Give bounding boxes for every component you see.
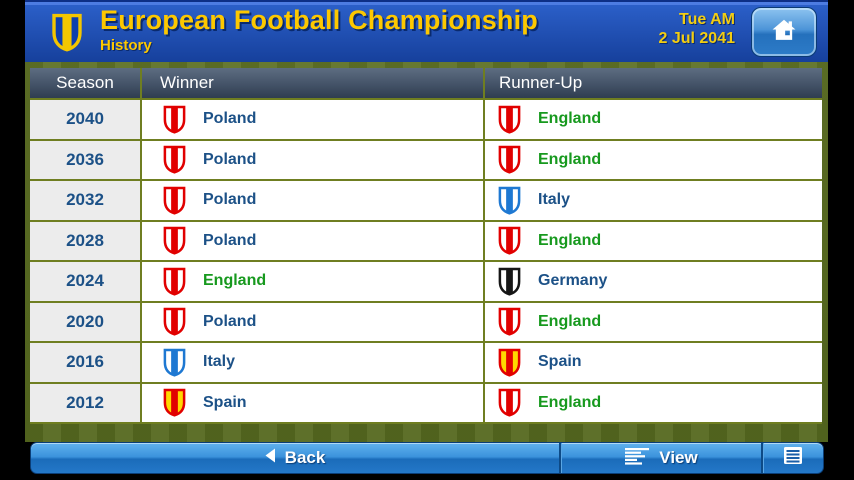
runner-up-name: Germany — [538, 272, 608, 290]
runner-up-flag-icon — [497, 348, 522, 377]
winner-cell: Spain — [140, 383, 483, 422]
runner-up-name: England — [538, 231, 602, 249]
table-header-row: Season Winner Runner-Up — [30, 68, 822, 100]
runner-up-cell: Italy — [483, 181, 822, 220]
page-title: European Football Championship — [100, 5, 538, 35]
winner-flag-icon — [162, 226, 187, 255]
header-bar: European Football Championship History T… — [25, 0, 828, 62]
table-row[interactable]: 2020 Poland England — [30, 302, 822, 343]
winner-name: Poland — [203, 312, 257, 330]
view-button[interactable]: View — [559, 443, 761, 473]
table-row[interactable]: 2028 Poland England — [30, 221, 822, 262]
winner-flag-icon — [162, 348, 187, 377]
winner-flag-icon — [162, 105, 187, 134]
column-header-winner: Winner — [140, 68, 483, 98]
bottom-letterbox — [25, 474, 828, 480]
column-header-season: Season — [56, 73, 114, 92]
page-subtitle: History — [100, 37, 152, 54]
winner-cell: Poland — [140, 140, 483, 179]
winner-name: Poland — [203, 231, 257, 249]
content-area: European Football Championship History T… — [25, 0, 828, 480]
winner-flag-icon — [162, 145, 187, 174]
winner-flag-icon — [162, 267, 187, 296]
table-row[interactable]: 2016 Italy Spain — [30, 343, 822, 384]
winner-name: England — [203, 272, 267, 290]
competition-shield-icon — [50, 13, 84, 52]
runner-up-cell: England — [483, 100, 822, 139]
runner-up-flag-icon — [497, 186, 522, 215]
runner-up-name: England — [538, 110, 602, 128]
view-menu-icon — [624, 446, 650, 471]
season-cell: 2036 — [30, 140, 140, 179]
runner-up-name: England — [538, 393, 602, 411]
runner-up-flag-icon — [497, 307, 522, 336]
runner-up-cell: England — [483, 140, 822, 179]
winner-flag-icon — [162, 307, 187, 336]
season-cell: 2020 — [30, 302, 140, 341]
runner-up-flag-icon — [497, 388, 522, 417]
title-block: European Football Championship History — [100, 5, 538, 54]
table-row[interactable]: 2036 Poland England — [30, 140, 822, 181]
season-cell: 2032 — [30, 181, 140, 220]
pages-icon — [781, 445, 805, 472]
winner-cell: Poland — [140, 181, 483, 220]
winner-cell: Poland — [140, 100, 483, 139]
season-cell: 2012 — [30, 383, 140, 422]
bottom-toolbar: Back View — [30, 442, 824, 474]
history-rows: 2040 Poland England 2036 — [30, 100, 822, 424]
winner-name: Poland — [203, 150, 257, 168]
season-cell: 2028 — [30, 221, 140, 260]
runner-up-name: England — [538, 150, 602, 168]
season-cell: 2024 — [30, 262, 140, 301]
season-cell: 2016 — [30, 343, 140, 382]
runner-up-cell: Spain — [483, 343, 822, 382]
winner-cell: Italy — [140, 343, 483, 382]
back-arrow-icon — [265, 448, 276, 468]
table-row[interactable]: 2032 Poland Italy — [30, 181, 822, 222]
winner-name: Poland — [203, 191, 257, 209]
winner-name: Poland — [203, 110, 257, 128]
back-button[interactable]: Back — [31, 443, 559, 473]
runner-up-cell: England — [483, 221, 822, 260]
winner-name: Spain — [203, 393, 247, 411]
table-row[interactable]: 2040 Poland England — [30, 100, 822, 141]
winner-flag-icon — [162, 186, 187, 215]
season-cell: 2040 — [30, 100, 140, 139]
table-row[interactable]: 2012 Spain England — [30, 383, 822, 424]
winner-cell: England — [140, 262, 483, 301]
runner-up-flag-icon — [497, 226, 522, 255]
runner-up-flag-icon — [497, 105, 522, 134]
runner-up-cell: England — [483, 383, 822, 422]
runner-up-cell: Germany — [483, 262, 822, 301]
runner-up-name: Italy — [538, 191, 571, 209]
game-day: Tue AM — [679, 11, 735, 28]
column-header-runner-up: Runner-Up — [483, 68, 822, 98]
runner-up-flag-icon — [497, 267, 522, 296]
history-table: Season Winner Runner-Up 2040 Poland — [30, 68, 822, 424]
game-datetime: Tue AM 2 Jul 2041 — [659, 10, 736, 48]
pages-button[interactable] — [761, 443, 823, 473]
runner-up-name: England — [538, 312, 602, 330]
winner-cell: Poland — [140, 221, 483, 260]
back-button-label: Back — [284, 448, 326, 467]
game-date: 2 Jul 2041 — [658, 30, 736, 47]
winner-cell: Poland — [140, 302, 483, 341]
winner-name: Italy — [203, 353, 236, 371]
home-icon — [770, 17, 798, 48]
table-row[interactable]: 2024 England Germany — [30, 262, 822, 303]
winner-flag-icon — [162, 388, 187, 417]
runner-up-name: Spain — [538, 353, 582, 371]
view-button-label: View — [659, 448, 698, 467]
runner-up-cell: England — [483, 302, 822, 341]
runner-up-flag-icon — [497, 145, 522, 174]
home-button[interactable] — [751, 7, 817, 57]
